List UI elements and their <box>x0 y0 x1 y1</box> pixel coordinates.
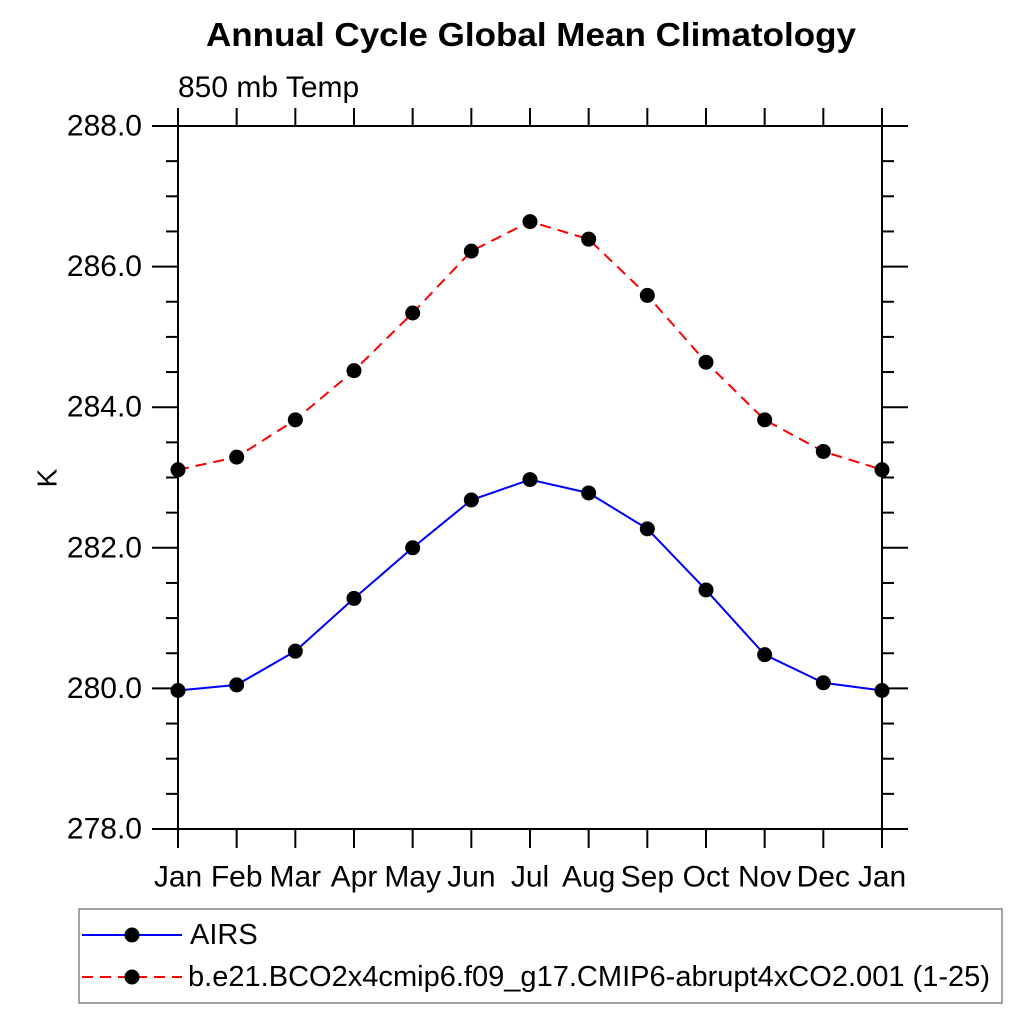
data-point-marker <box>698 354 714 370</box>
data-point-marker <box>522 472 538 488</box>
data-point-marker <box>522 214 538 230</box>
data-point-marker <box>581 485 597 501</box>
data-point-marker <box>757 412 773 428</box>
x-tick-label: Feb <box>211 861 263 894</box>
data-point-marker <box>815 443 831 459</box>
data-point-marker <box>346 590 362 606</box>
data-point-marker <box>170 462 186 478</box>
data-point-marker <box>346 363 362 379</box>
data-point-marker <box>581 231 597 247</box>
x-tick-label: Dec <box>797 861 850 894</box>
y-tick-label: 284.0 <box>67 391 142 424</box>
legend-border <box>78 908 1003 1004</box>
data-point-marker <box>170 683 186 699</box>
y-tick-label: 286.0 <box>67 250 142 283</box>
axis-ticks: 278.0 280.0 282.0 284.0 286.0 288.0 Jan Feb Mar A… <box>67 108 908 894</box>
data-point-marker <box>287 643 303 659</box>
x-tick-label: Jan <box>858 861 906 894</box>
data-point-marker <box>815 675 831 691</box>
x-tick-label: Sep <box>621 861 674 894</box>
data-point-marker <box>874 462 890 478</box>
data-point-marker <box>405 540 421 556</box>
data-point-marker <box>463 492 479 508</box>
x-tick-label: Apr <box>331 861 378 894</box>
x-tick-label: Jul <box>511 861 549 894</box>
chart-subtitle: 850 mb Temp <box>178 71 359 104</box>
data-point-marker <box>874 683 890 699</box>
data-point-marker <box>698 582 714 598</box>
legend-item-model: b.e21.BCO2x4cmip6.f09_g17.CMIP6-abrupt4x… <box>82 961 990 993</box>
x-tick-label: Mar <box>269 861 321 894</box>
data-point-marker <box>405 305 421 321</box>
legend-marker-dot <box>124 969 140 985</box>
legend-marker-dot <box>124 927 140 943</box>
legend-label-model: b.e21.BCO2x4cmip6.f09_g17.CMIP6-abrupt4x… <box>188 961 990 993</box>
data-point-marker <box>463 243 479 259</box>
data-point-marker <box>287 412 303 428</box>
data-point-marker <box>229 677 245 693</box>
x-tick-label: Jun <box>447 861 495 894</box>
legend-label-airs: AIRS <box>190 919 258 951</box>
y-tick-label: 280.0 <box>67 672 142 705</box>
x-tick-label: Oct <box>683 861 730 894</box>
data-point-marker <box>639 287 655 303</box>
x-tick-label: Aug <box>562 861 615 894</box>
y-tick-label: 278.0 <box>67 813 142 846</box>
x-tick-label: Nov <box>738 861 791 894</box>
chart-title: Annual Cycle Global Mean Climatology <box>206 16 857 53</box>
series-line-1 <box>177 220 883 471</box>
y-axis-label: K <box>32 468 63 487</box>
data-point-marker <box>639 521 655 537</box>
x-tick-label: May <box>384 861 441 894</box>
y-tick-label: 282.0 <box>67 531 142 564</box>
data-point-marker <box>757 647 773 663</box>
data-series <box>170 214 890 699</box>
legend-item-airs: AIRS <box>82 919 258 951</box>
y-tick-label: 288.0 <box>67 110 142 143</box>
legend-box: AIRS b.e21.BCO2x4cmip6.f09_g17.CMIP6-abr… <box>78 908 1003 1004</box>
x-tick-label: Jan <box>154 861 202 894</box>
plot-frame <box>177 125 883 830</box>
data-point-marker <box>229 449 245 465</box>
series-line-0 <box>177 478 883 692</box>
